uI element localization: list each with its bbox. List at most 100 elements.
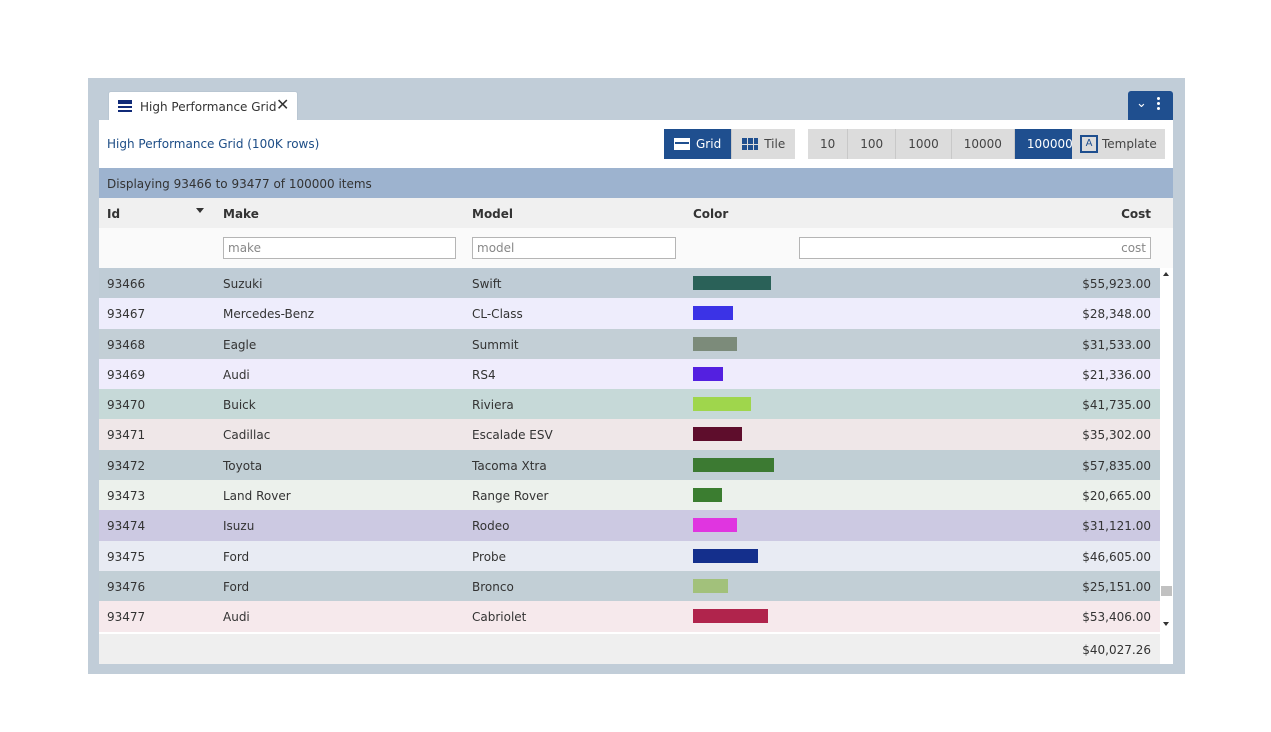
cell-model: Cabriolet bbox=[472, 610, 527, 625]
cell-cost: $53,406.00 bbox=[1082, 610, 1151, 625]
grid-view-button[interactable]: Grid bbox=[664, 129, 733, 159]
cell-id: 93471 bbox=[107, 428, 146, 443]
cell-model: Rodeo bbox=[472, 519, 510, 534]
cell-id: 93473 bbox=[107, 489, 146, 504]
header-cost[interactable]: Cost bbox=[1121, 207, 1151, 221]
cell-cost: $28,348.00 bbox=[1082, 307, 1151, 322]
cell-make: Suzuki bbox=[223, 277, 263, 291]
color-swatch bbox=[693, 548, 758, 563]
template-label: Template bbox=[1102, 137, 1157, 151]
cost-filter-input[interactable] bbox=[799, 237, 1151, 259]
cell-model: Swift bbox=[472, 277, 502, 291]
cell-id: 93476 bbox=[107, 579, 146, 594]
template-icon: A bbox=[1080, 135, 1098, 153]
table-row[interactable]: 93469 Audi RS4 $21,336.00 bbox=[99, 358, 1160, 390]
cell-model: Tacoma Xtra bbox=[472, 458, 547, 473]
table-row[interactable]: 93476 Ford Bronco $25,151.00 bbox=[99, 570, 1160, 602]
make-filter-input[interactable] bbox=[223, 237, 456, 259]
scroll-up-icon[interactable] bbox=[1163, 272, 1169, 276]
chevron-down-icon: ⌄ bbox=[1136, 96, 1147, 111]
cell-make: Land Rover bbox=[223, 489, 291, 504]
cell-id: 93467 bbox=[107, 307, 146, 322]
cell-make: Isuzu bbox=[223, 519, 255, 534]
cell-model: RS4 bbox=[472, 367, 496, 382]
cell-cost: $25,151.00 bbox=[1082, 579, 1151, 594]
cell-model: Probe bbox=[472, 549, 507, 564]
cell-make: Mercedes-Benz bbox=[223, 307, 315, 322]
color-swatch bbox=[693, 306, 733, 321]
color-swatch bbox=[693, 427, 742, 442]
count-10-button[interactable]: 10 bbox=[808, 129, 849, 159]
table-row[interactable]: 93468 Eagle Summit $31,533.00 bbox=[99, 328, 1160, 359]
color-swatch bbox=[693, 488, 722, 503]
cell-model: Summit bbox=[472, 337, 519, 352]
table-row[interactable]: 93466 Suzuki Swift $55,923.00 bbox=[99, 268, 1160, 299]
table-row[interactable]: 93477 Audi Cabriolet $53,406.00 bbox=[99, 601, 1160, 632]
color-swatch bbox=[693, 366, 723, 381]
cell-cost: $21,336.00 bbox=[1082, 367, 1151, 382]
cell-make: Ford bbox=[223, 579, 250, 594]
table-row[interactable]: 93475 Ford Probe $46,605.00 bbox=[99, 540, 1160, 571]
table-row[interactable]: 93472 Toyota Tacoma Xtra $57,835.00 bbox=[99, 449, 1160, 481]
color-swatch bbox=[693, 397, 751, 412]
cell-make: Toyota bbox=[223, 458, 263, 473]
model-filter-input[interactable] bbox=[472, 237, 676, 259]
cell-make: Audi bbox=[223, 610, 250, 625]
status-bar: Displaying 93466 to 93477 of 100000 item… bbox=[99, 168, 1173, 198]
grid-list-icon bbox=[118, 100, 132, 112]
cell-make: Eagle bbox=[223, 337, 257, 352]
sort-descending-icon[interactable] bbox=[196, 208, 204, 213]
cell-make: Buick bbox=[223, 398, 256, 413]
scroll-down-icon[interactable] bbox=[1163, 622, 1169, 626]
tab-high-performance-grid[interactable]: High Performance Grid ✕ bbox=[108, 91, 298, 120]
summary-footer-row: $40,027.26 bbox=[99, 634, 1160, 664]
grid-icon bbox=[674, 138, 690, 150]
cell-id: 93475 bbox=[107, 549, 146, 564]
color-swatch bbox=[693, 609, 768, 624]
table-row[interactable]: 93473 Land Rover Range Rover $20,665.00 bbox=[99, 480, 1160, 511]
cell-id: 93466 bbox=[107, 277, 146, 291]
cell-cost: $31,121.00 bbox=[1082, 519, 1151, 534]
cell-id: 93477 bbox=[107, 610, 146, 625]
cell-model: Range Rover bbox=[472, 489, 549, 504]
cell-id: 93468 bbox=[107, 337, 146, 352]
count-100-button[interactable]: 100 bbox=[848, 129, 897, 159]
row-count-selector: 10 100 1000 10000 100000 bbox=[808, 129, 1085, 159]
table-row[interactable]: 93467 Mercedes-Benz CL-Class $28,348.00 bbox=[99, 298, 1160, 329]
cell-cost: $35,302.00 bbox=[1082, 428, 1151, 443]
tile-view-button[interactable]: Tile bbox=[732, 129, 796, 159]
vertical-scrollbar[interactable] bbox=[1160, 268, 1173, 632]
cell-id: 93472 bbox=[107, 458, 146, 473]
header-make[interactable]: Make bbox=[223, 207, 259, 221]
cell-model: Escalade ESV bbox=[472, 428, 553, 443]
header-model[interactable]: Model bbox=[472, 207, 514, 221]
header-color[interactable]: Color bbox=[693, 207, 729, 221]
cell-make: Cadillac bbox=[223, 428, 271, 443]
cell-cost: $46,605.00 bbox=[1082, 549, 1151, 564]
template-button[interactable]: A Template bbox=[1072, 129, 1165, 159]
more-vertical-icon bbox=[1157, 97, 1160, 112]
grid-body: 93466 Suzuki Swift $55,923.00 93467 Mercedes-… bbox=[99, 268, 1160, 632]
column-header-row: Id Make Model Color Cost bbox=[99, 198, 1173, 228]
cost-total: $40,027.26 bbox=[1082, 643, 1151, 657]
filter-row bbox=[99, 228, 1173, 268]
cell-make: Ford bbox=[223, 549, 250, 564]
scroll-thumb[interactable] bbox=[1161, 586, 1172, 596]
table-row[interactable]: 93470 Buick Riviera $41,735.00 bbox=[99, 389, 1160, 420]
count-1000-button[interactable]: 1000 bbox=[896, 129, 952, 159]
cell-id: 93469 bbox=[107, 367, 146, 382]
cell-cost: $55,923.00 bbox=[1082, 277, 1151, 291]
close-icon[interactable]: ✕ bbox=[276, 95, 290, 114]
grid-view-label: Grid bbox=[696, 137, 722, 151]
table-row[interactable]: 93471 Cadillac Escalade ESV $35,302.00 bbox=[99, 419, 1160, 450]
table-row[interactable]: 93474 Isuzu Rodeo $31,121.00 bbox=[99, 510, 1160, 541]
header-id[interactable]: Id bbox=[107, 207, 121, 221]
cell-model: Bronco bbox=[472, 579, 514, 594]
tab-title: High Performance Grid bbox=[140, 100, 277, 114]
cell-cost: $31,533.00 bbox=[1082, 337, 1151, 352]
cell-model: Riviera bbox=[472, 398, 514, 413]
count-10000-button[interactable]: 10000 bbox=[951, 129, 1015, 159]
window-menu-button[interactable]: ⌄ bbox=[1128, 91, 1173, 120]
color-swatch bbox=[693, 457, 774, 472]
status-text: Displaying 93466 to 93477 of 100000 item… bbox=[107, 177, 372, 191]
